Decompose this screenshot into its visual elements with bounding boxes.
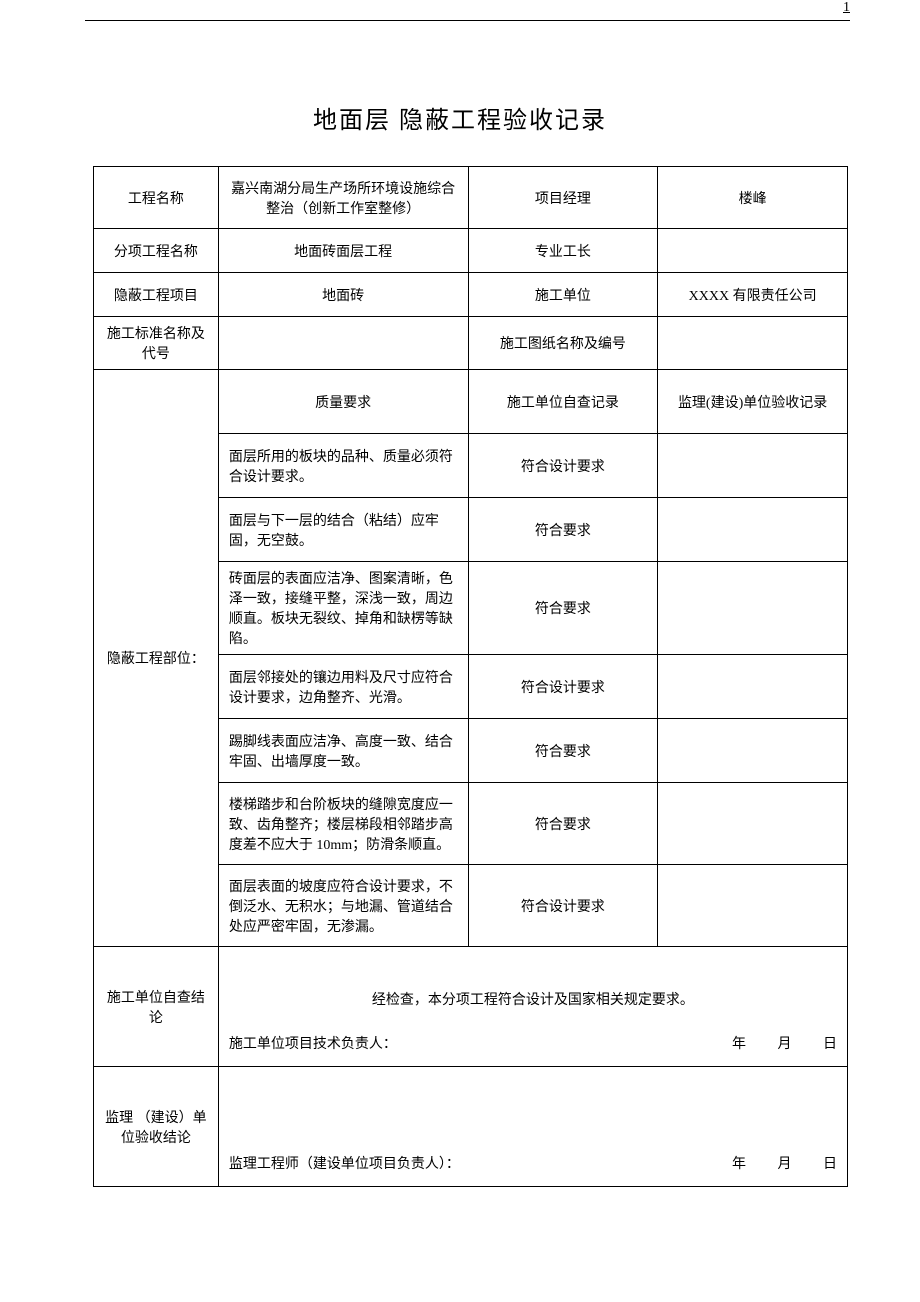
self-check: 符合要求 xyxy=(468,562,658,655)
value-pro-foreman xyxy=(658,229,848,273)
label-concealed-parts: 隐蔽工程部位： xyxy=(94,370,219,947)
label-self-conclusion: 施工单位自查结论 xyxy=(94,947,219,1067)
year-label: 年 xyxy=(732,1153,746,1173)
table-row: 工程名称 嘉兴南湖分局生产场所环境设施综合整治（创新工作室整修） 项目经理 楼峰 xyxy=(94,167,848,229)
header-supervision-accept: 监理(建设)单位验收记录 xyxy=(658,370,848,434)
quality-req: 面层表面的坡度应符合设计要求，不倒泛水、无积水；与地漏、管道结合处应严密牢固，无… xyxy=(218,865,468,947)
self-conclusion-cell: 经检查，本分项工程符合设计及国家相关规定要求。 施工单位项目技术负责人： 年 月… xyxy=(218,947,847,1067)
self-check: 符合要求 xyxy=(468,498,658,562)
page-header-line xyxy=(85,18,850,21)
self-check: 符合设计要求 xyxy=(468,434,658,498)
table-row: 施工单位自查结论 经检查，本分项工程符合设计及国家相关规定要求。 施工单位项目技… xyxy=(94,947,848,1067)
acceptance-record-table: 工程名称 嘉兴南湖分局生产场所环境设施综合整治（创新工作室整修） 项目经理 楼峰… xyxy=(93,166,848,1187)
month-label: 月 xyxy=(778,1153,792,1173)
self-conclusion-signer: 施工单位项目技术负责人： xyxy=(229,1033,397,1053)
self-check: 符合要求 xyxy=(468,783,658,865)
quality-req: 楼梯踏步和台阶板块的缝隙宽度应一致、齿角整齐；楼层梯段相邻踏步高度差不应大于 1… xyxy=(218,783,468,865)
accept-record xyxy=(658,498,848,562)
date-group: 年 月 日 xyxy=(704,1153,837,1173)
value-drawing-name xyxy=(658,317,848,370)
value-standard-name xyxy=(218,317,468,370)
table-row: 监理 （建设）单位验收结论 监理工程师（建设单位项目负责人）： 年 月 日 xyxy=(94,1067,848,1187)
accept-record xyxy=(658,562,848,655)
label-project-manager: 项目经理 xyxy=(468,167,658,229)
label-pro-foreman: 专业工长 xyxy=(468,229,658,273)
header-self-check: 施工单位自查记录 xyxy=(468,370,658,434)
accept-record xyxy=(658,783,848,865)
label-project-name: 工程名称 xyxy=(94,167,219,229)
table-row: 分项工程名称 地面砖面层工程 专业工长 xyxy=(94,229,848,273)
accept-record xyxy=(658,865,848,947)
table-row: 隐蔽工程部位： 质量要求 施工单位自查记录 监理(建设)单位验收记录 xyxy=(94,370,848,434)
day-label: 日 xyxy=(823,1153,837,1173)
year-label: 年 xyxy=(732,1033,746,1053)
quality-req: 砖面层的表面应洁净、图案清晰，色泽一致，接缝平整，深浅一致，周边顺直。板块无裂纹… xyxy=(218,562,468,655)
day-label: 日 xyxy=(823,1033,837,1053)
page-number: 1 xyxy=(843,0,850,16)
quality-req: 面层所用的板块的品种、质量必须符合设计要求。 xyxy=(218,434,468,498)
self-conclusion-text: 经检查，本分项工程符合设计及国家相关规定要求。 xyxy=(219,989,847,1009)
value-subitem-name: 地面砖面层工程 xyxy=(218,229,468,273)
label-construction-unit: 施工单位 xyxy=(468,273,658,317)
label-concealed-item: 隐蔽工程项目 xyxy=(94,273,219,317)
label-standard-name: 施工标准名称及代号 xyxy=(94,317,219,370)
supervision-conclusion-cell: 监理工程师（建设单位项目负责人）： 年 月 日 xyxy=(218,1067,847,1187)
table-row: 施工标准名称及代号 施工图纸名称及编号 xyxy=(94,317,848,370)
table-row: 隐蔽工程项目 地面砖 施工单位 XXXX 有限责任公司 xyxy=(94,273,848,317)
label-supervision-conclusion: 监理 （建设）单位验收结论 xyxy=(94,1067,219,1187)
quality-req: 面层与下一层的结合（粘结）应牢固，无空鼓。 xyxy=(218,498,468,562)
value-construction-unit: XXXX 有限责任公司 xyxy=(658,273,848,317)
value-project-manager: 楼峰 xyxy=(658,167,848,229)
supervision-conclusion-signer: 监理工程师（建设单位项目负责人）： xyxy=(229,1153,460,1173)
month-label: 月 xyxy=(778,1033,792,1053)
accept-record xyxy=(658,655,848,719)
quality-req: 踢脚线表面应洁净、高度一致、结合牢固、出墙厚度一致。 xyxy=(218,719,468,783)
self-check: 符合设计要求 xyxy=(468,655,658,719)
self-check: 符合要求 xyxy=(468,719,658,783)
value-concealed-item: 地面砖 xyxy=(218,273,468,317)
accept-record xyxy=(658,434,848,498)
accept-record xyxy=(658,719,848,783)
label-subitem-name: 分项工程名称 xyxy=(94,229,219,273)
date-group: 年 月 日 xyxy=(704,1033,837,1053)
value-project-name: 嘉兴南湖分局生产场所环境设施综合整治（创新工作室整修） xyxy=(218,167,468,229)
document-title: 地面层 隐蔽工程验收记录 xyxy=(0,100,920,135)
self-check: 符合设计要求 xyxy=(468,865,658,947)
header-quality-req: 质量要求 xyxy=(218,370,468,434)
label-drawing-name: 施工图纸名称及编号 xyxy=(468,317,658,370)
quality-req: 面层邻接处的镶边用料及尺寸应符合设计要求，边角整齐、光滑。 xyxy=(218,655,468,719)
